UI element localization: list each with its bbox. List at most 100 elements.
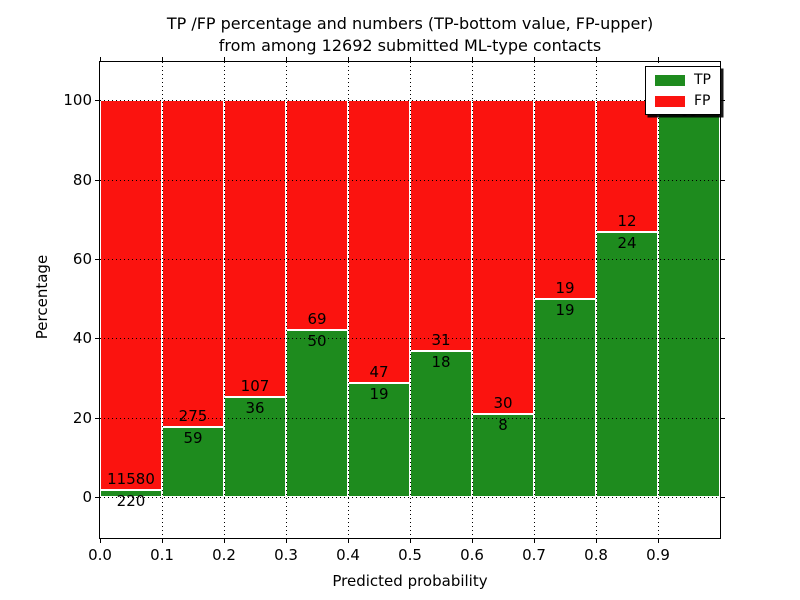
annotation-fp-count: 12 [617,212,637,231]
x-tick-mark-top [162,57,163,61]
annotation-tp-count: 24 [617,234,637,253]
annotation-fp-count: 107 [240,377,270,396]
x-tick-mark-top [348,57,349,61]
v-gridline [472,62,473,538]
y-tick-mark-right [721,338,725,340]
x-tick-mark-bottom [224,539,225,543]
x-tick-mark-top [410,57,411,61]
annotation-fp-count: 19 [555,278,575,297]
annotation-tp-count: 8 [498,415,508,434]
x-tick-mark-bottom [658,539,659,543]
legend: TP FP [645,66,721,115]
y-tick-mark-left [95,100,99,102]
fp-swatch-icon [655,95,685,107]
bar-tp-segment [410,351,472,498]
x-tick-mark-top [658,57,659,61]
x-tick-mark-bottom [162,539,163,543]
bar-fp-segment [100,100,162,490]
plot-area: 11580 220 275 59 107 36 69 50 47 19 31 18 30 8 19 19 12 2… [99,61,721,539]
x-tick-label: 0.5 [398,546,422,564]
y-tick-mark-left [95,338,99,340]
y-tick-mark-left [95,179,99,181]
y-tick-label: 100 [63,91,92,110]
x-tick-label: 0.7 [522,546,546,564]
annotation-tp-count: 220 [116,491,146,510]
y-tick-mark-right [721,497,725,499]
x-tick-mark-top [596,57,597,61]
bar-tp-segment [534,298,596,498]
x-tick-mark-top [534,57,535,61]
x-tick-mark-bottom [410,539,411,543]
bar-tp-segment [162,426,224,498]
bar-fp-segment [348,100,410,383]
annotation-fp-count: 69 [307,310,327,329]
annotation-fp-count: 31 [431,331,451,350]
annotation-tp-count: 59 [183,428,203,447]
y-axis-label: Percentage [33,254,51,340]
bar-tp-segment [472,413,534,498]
annotation-tp-count: 50 [307,332,327,351]
bar-tp-segment [286,330,348,498]
y-tick-mark-left [95,497,99,499]
y-tick-mark-right [721,417,725,419]
v-gridline [286,62,287,538]
x-tick-mark-top [100,57,101,61]
chart-title-line2: from among 12692 submitted ML-type conta… [218,36,602,55]
y-tick-mark-left [95,417,99,419]
x-tick-mark-bottom [286,539,287,543]
annotation-fp-count: 30 [493,393,513,412]
annotation-tp-count: 19 [369,384,389,403]
tp-swatch-icon [655,74,685,86]
x-tick-label: 0.0 [88,546,112,564]
legend-label-tp: TP [694,72,711,88]
y-tick-label: 40 [72,329,92,348]
x-tick-mark-bottom [472,539,473,543]
y-tick-label: 60 [72,249,92,268]
annotation-tp-count: 36 [245,399,265,418]
annotation-tp-count: 19 [555,300,575,319]
chart-title: TP /FP percentage and numbers (TP-bottom… [100,13,720,57]
bar-fp-segment [286,100,348,331]
y-tick-mark-right [721,179,725,181]
bar-fp-segment [534,100,596,299]
legend-label-fp: FP [694,93,711,109]
annotation-fp-count: 275 [178,406,208,425]
legend-item-tp: TP [655,72,711,88]
x-tick-label: 0.8 [584,546,608,564]
bar-fp-segment [410,100,472,352]
bar-tp-segment [596,232,658,498]
x-tick-mark-top [472,57,473,61]
v-gridline [596,62,597,538]
bar-tp-segment [100,489,162,498]
x-tick-mark-bottom [534,539,535,543]
bar-fp-segment [162,100,224,427]
v-gridline [224,62,225,538]
v-gridline [658,62,659,538]
v-gridline [410,62,411,538]
bar-tp-segment [658,100,720,498]
v-gridline [348,62,349,538]
x-tick-mark-top [224,57,225,61]
chart-title-line1: TP /FP percentage and numbers (TP-bottom… [166,14,654,33]
bar-fp-segment [472,100,534,414]
x-tick-mark-bottom [100,539,101,543]
x-tick-label: 0.4 [336,546,360,564]
x-tick-mark-bottom [596,539,597,543]
x-tick-label: 0.3 [274,546,298,564]
x-axis-label: Predicted probability [332,572,488,590]
v-gridline [162,62,163,538]
x-tick-label: 0.9 [646,546,670,564]
x-tick-mark-top [286,57,287,61]
y-tick-mark-right [721,100,725,102]
annotation-fp-count: 47 [369,362,389,381]
bar-fp-segment [224,100,286,398]
legend-item-fp: FP [655,93,711,109]
y-tick-label: 80 [72,170,92,189]
x-tick-label: 0.1 [150,546,174,564]
x-tick-label: 0.2 [212,546,236,564]
x-tick-label: 0.6 [460,546,484,564]
y-tick-mark-right [721,258,725,260]
annotation-fp-count: 11580 [107,469,155,488]
x-tick-mark-bottom [348,539,349,543]
